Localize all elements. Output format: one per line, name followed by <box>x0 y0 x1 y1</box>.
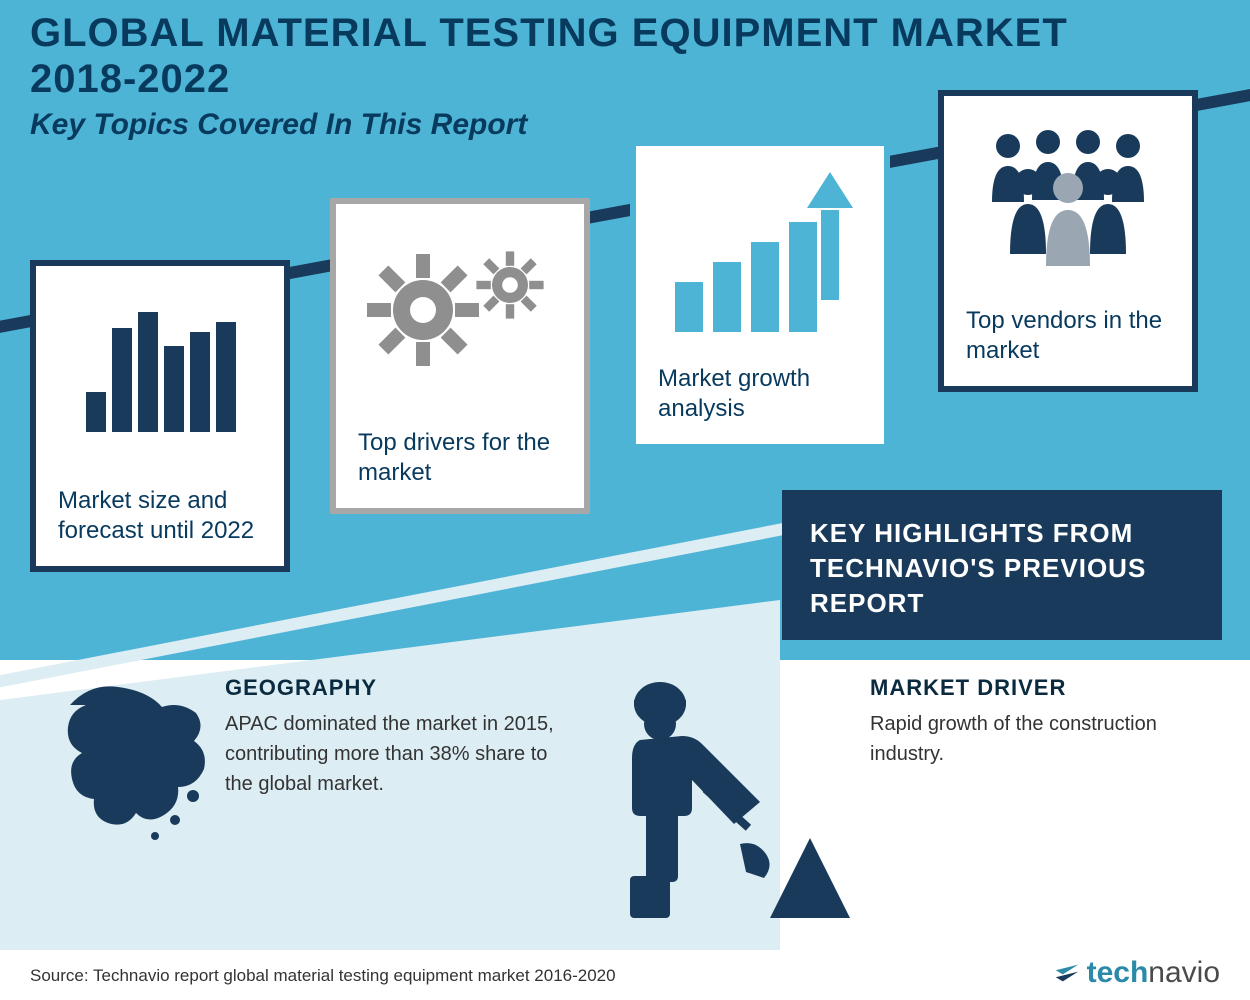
highlights-line1: KEY HIGHLIGHTS FROM <box>810 516 1194 551</box>
asia-map-icon <box>55 680 215 850</box>
market-driver-section: MARKET DRIVER Rapid growth of the constr… <box>870 675 1170 769</box>
geography-section: GEOGRAPHY APAC dominated the market in 2… <box>225 675 555 799</box>
highlights-line3: REPORT <box>810 586 1194 621</box>
card-label: Top drivers for the market <box>358 428 562 488</box>
card-growth-analysis: Market growth analysis <box>630 140 890 450</box>
growth-chart-icon <box>658 166 862 364</box>
geography-heading: GEOGRAPHY <box>225 675 555 701</box>
card-top-drivers: Top drivers for the market <box>330 198 590 514</box>
technavio-logo: technavio <box>1053 956 1220 990</box>
highlights-line2: TECHNAVIO'S PREVIOUS <box>810 551 1194 586</box>
construction-worker-icon <box>590 668 855 928</box>
card-market-size: Market size and forecast until 2022 <box>30 260 290 572</box>
source-text: Source: Technavio report global material… <box>30 966 616 986</box>
card-label: Market size and forecast until 2022 <box>58 486 262 546</box>
geography-text: APAC dominated the market in 2015, contr… <box>225 709 555 799</box>
page-title-line1: GLOBAL MATERIAL TESTING EQUIPMENT MARKET <box>30 10 1220 56</box>
card-label: Top vendors in the market <box>966 306 1170 366</box>
logo-arrow-icon <box>1053 959 1081 987</box>
gears-icon <box>358 224 562 428</box>
bar-chart-icon <box>58 286 262 486</box>
logo-text: technavio <box>1087 956 1220 990</box>
people-group-icon <box>966 116 1170 306</box>
card-top-vendors: Top vendors in the market <box>938 90 1198 392</box>
card-label: Market growth analysis <box>658 364 862 424</box>
infographic-canvas: GLOBAL MATERIAL TESTING EQUIPMENT MARKET… <box>0 0 1250 1000</box>
driver-heading: MARKET DRIVER <box>870 675 1170 701</box>
driver-text: Rapid growth of the construction industr… <box>870 709 1170 769</box>
highlights-panel: KEY HIGHLIGHTS FROM TECHNAVIO'S PREVIOUS… <box>782 490 1222 640</box>
